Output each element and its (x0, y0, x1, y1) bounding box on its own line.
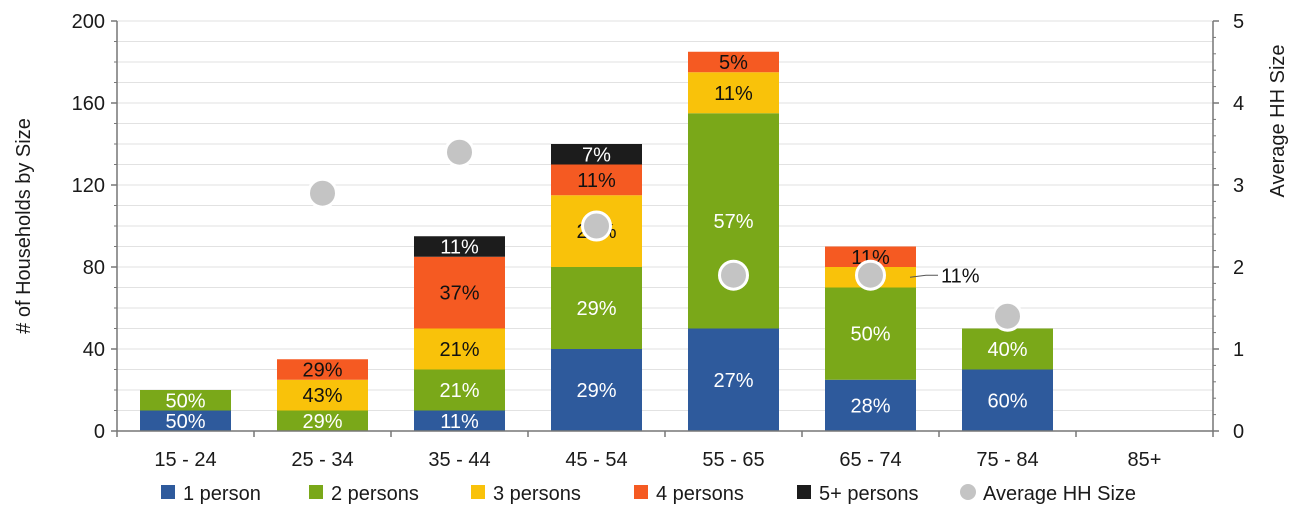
y-tick-label: 80 (83, 257, 105, 279)
leader-line (909, 274, 938, 278)
bar-data-label: 50% (850, 324, 890, 346)
bar-segment (551, 164, 642, 196)
bar-segment (414, 369, 505, 411)
bar-segment (277, 379, 368, 411)
y-tick-label: 160 (72, 93, 105, 115)
y2-tick-label: 4 (1233, 93, 1244, 115)
y-tick-label: 40 (83, 339, 105, 361)
legend-swatch (161, 485, 175, 499)
bar-data-label: 21% (439, 380, 479, 402)
legend-swatch (797, 485, 811, 499)
legend-label: 4 persons (656, 483, 744, 505)
y-tick-label: 200 (72, 11, 105, 33)
bar-data-label: 29% (576, 380, 616, 402)
bar-data-label: 11% (440, 411, 479, 433)
y2-axis-title: Average HH Size (1267, 44, 1289, 197)
x-tick-label: 65 - 74 (839, 449, 901, 471)
bar-data-label: 60% (987, 390, 1027, 412)
bar-segment (414, 236, 505, 257)
bar-segment (414, 410, 505, 431)
legend-label: 5+ persons (819, 483, 919, 505)
gridlines (117, 20, 1213, 411)
x-tick-label: 85+ (1128, 449, 1162, 471)
bar-data-label: 11% (440, 237, 479, 259)
bar-data-label: 50% (165, 390, 205, 412)
axes: 0 40 80 120 160 200 0 1 2 3 4 5 15 - 24 25 - 34 35 - 4… (13, 11, 1289, 471)
bar-segment (688, 113, 779, 329)
average-hh-size-point (718, 259, 749, 291)
legend-swatch (634, 485, 648, 499)
x-tick-label: 15 - 24 (154, 449, 216, 471)
bar-segment (551, 144, 642, 165)
bar-data-label: 50% (165, 411, 205, 433)
average-hh-size-point (444, 136, 475, 168)
bar-data-label: 37% (439, 283, 479, 305)
average-hh-size-point (581, 210, 612, 242)
x-tick-label: 45 - 54 (565, 449, 627, 471)
bar-segment (825, 379, 916, 431)
bar-segment (825, 246, 916, 267)
y-tick-label: 0 (94, 421, 105, 443)
bar-segment (140, 410, 231, 431)
legend-label: 2 persons (331, 483, 419, 505)
bar-data-label: 11% (714, 83, 753, 105)
bar-data-label: 43% (302, 385, 342, 407)
bar-segment (688, 328, 779, 431)
x-tick-label: 55 - 65 (702, 449, 764, 471)
y-axis-title: # of Households by Size (13, 118, 35, 334)
bar-data-label: 11% (941, 265, 980, 287)
y2-tick-label: 1 (1233, 339, 1244, 361)
legend-label: 3 persons (493, 483, 581, 505)
bar-segment (688, 51, 779, 73)
bar-data-label: 29% (302, 360, 342, 382)
bar-segment (551, 349, 642, 431)
bar-data-label: 28% (850, 395, 890, 417)
legend-label: 1 person (183, 483, 261, 505)
legend-swatch (471, 485, 485, 499)
legend: 1 person 2 persons 3 persons 4 persons 5+ pe… (161, 483, 1136, 505)
bar-segment (688, 72, 779, 114)
bar-segment (825, 287, 916, 380)
legend-label: Average HH Size (983, 483, 1136, 505)
bar-data-label: 40% (987, 339, 1027, 361)
x-tick-label: 75 - 84 (976, 449, 1038, 471)
legend-swatch (960, 484, 976, 500)
bar-data-label: 57% (713, 211, 753, 233)
bar-data-label: 27% (713, 370, 753, 392)
bar-segment (414, 256, 505, 329)
bar-segment (277, 410, 368, 431)
bar-segment (962, 369, 1053, 431)
bar-segment (962, 328, 1053, 370)
average-hh-size-point (855, 259, 886, 291)
legend-swatch (309, 485, 323, 499)
bar-segment (414, 328, 505, 370)
bar-data-label: 5% (719, 52, 748, 74)
bar-segment (140, 390, 231, 411)
y-tick-label: 120 (72, 175, 105, 197)
bar-segment (551, 267, 642, 349)
bar-data-label: 11% (577, 170, 616, 192)
y2-tick-label: 0 (1233, 421, 1244, 443)
bar-segment (277, 359, 368, 380)
y2-tick-label: 2 (1233, 257, 1244, 279)
bar-data-label: 21% (439, 339, 479, 361)
x-tick-label: 25 - 34 (291, 449, 353, 471)
bar-data-label: 29% (576, 298, 616, 320)
average-hh-size-points (307, 136, 1023, 332)
average-hh-size-point (307, 177, 338, 209)
bar-data-label: 7% (582, 144, 611, 166)
y2-tick-label: 5 (1233, 11, 1244, 33)
stacked-bars: 50%50%29%43%29%11%21%21%37%11%29%29%25%1… (140, 51, 1053, 433)
x-tick-label: 35 - 44 (428, 449, 490, 471)
y2-tick-label: 3 (1233, 175, 1244, 197)
bar-data-label: 29% (302, 411, 342, 433)
average-hh-size-point (992, 300, 1023, 332)
